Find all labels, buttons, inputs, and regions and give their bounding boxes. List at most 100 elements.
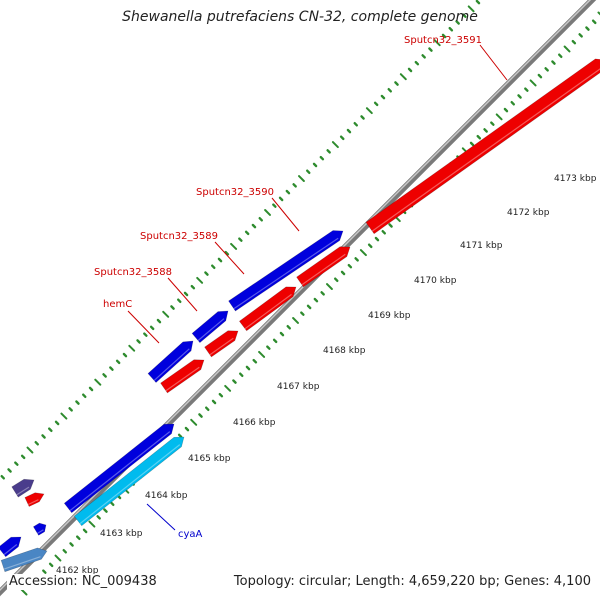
inner-minor-tick	[551, 60, 556, 65]
kbp-label-4165: 4165 kbp	[188, 454, 231, 464]
gene-cyaa-highlight	[79, 444, 181, 525]
outer-major-tick	[399, 73, 407, 81]
kbp-label-4162: 4162 kbp	[56, 566, 99, 576]
outer-minor-tick	[292, 183, 297, 188]
gene-small-purple-highlight	[16, 486, 30, 496]
outer-minor-tick	[238, 237, 243, 242]
outer-major-tick	[298, 175, 305, 182]
gene-label-cyaa[interactable]: cyaA	[178, 529, 203, 540]
inner-minor-tick	[232, 379, 237, 384]
inner-minor-tick	[490, 121, 495, 126]
inner-major-tick	[258, 350, 266, 358]
inner-minor-tick	[354, 257, 359, 262]
gene-sputcn32-3588-reverse-highlight	[209, 337, 234, 356]
inner-minor-tick	[585, 26, 590, 31]
inner-minor-tick	[544, 67, 549, 72]
inner-minor-tick	[340, 270, 346, 276]
kbp-label-4170: 4170 kbp	[414, 276, 457, 286]
map-title: Shewanella putrefaciens CN-32, complete …	[122, 9, 478, 25]
gene-label-sputcn32-3591[interactable]: Sputcn32_3591	[404, 35, 482, 46]
outer-minor-tick	[306, 169, 311, 175]
outer-minor-tick	[81, 393, 87, 398]
kbp-label-4171: 4171 kbp	[460, 241, 503, 251]
inner-minor-tick	[367, 243, 373, 249]
leader-hemc	[127, 310, 160, 344]
inner-minor-tick	[578, 33, 583, 38]
inner-minor-tick	[558, 53, 563, 58]
inner-minor-tick	[204, 406, 210, 411]
outer-minor-tick	[244, 230, 250, 236]
gene-sputcn32-3589-reverse	[238, 286, 297, 332]
kbp-label-4172: 4172 kbp	[507, 208, 550, 218]
outer-minor-tick	[462, 13, 467, 18]
inner-minor-tick	[483, 128, 488, 133]
kbp-label-4169: 4169 kbp	[368, 311, 411, 321]
inner-minor-tick	[503, 107, 509, 113]
gene-sputcn32-3591-highlight	[371, 68, 600, 232]
outer-minor-tick	[48, 427, 53, 432]
outer-minor-tick	[176, 298, 182, 303]
gene-small-blue	[32, 522, 47, 536]
leader-sputcn32-3591	[479, 44, 508, 81]
inner-minor-tick	[109, 501, 115, 506]
inner-minor-tick	[306, 304, 312, 310]
gene-sputcn32-3590	[296, 246, 351, 288]
gene-small-blue-highlight	[37, 529, 44, 534]
gene-steel-edge	[0, 547, 48, 573]
outer-minor-tick	[421, 54, 426, 59]
gene-label-sputcn32-3589[interactable]: Sputcn32_3589	[140, 231, 218, 242]
inner-minor-tick	[537, 73, 543, 79]
genome-summary-text: Topology: circular; Length: 4,659,220 bp…	[231, 574, 593, 590]
outer-minor-tick	[251, 223, 257, 229]
gene-small-red	[24, 492, 45, 507]
inner-major-tick	[20, 588, 28, 596]
gene-small-purple	[11, 478, 35, 498]
outer-minor-tick	[75, 400, 80, 405]
outer-minor-tick	[380, 94, 386, 100]
outer-minor-tick	[210, 264, 216, 269]
inner-minor-tick	[266, 345, 271, 350]
outer-minor-tick	[224, 250, 230, 256]
gene-label-sputcn32-3590[interactable]: Sputcn32_3590	[196, 187, 274, 198]
gene-sputcn32-3589-reverse-highlight	[244, 293, 292, 330]
outer-major-tick	[230, 242, 238, 250]
gene-sputcn32-3589-forward	[228, 230, 344, 312]
outer-minor-tick	[285, 189, 291, 195]
inner-major-tick	[529, 79, 537, 87]
inner-minor-tick	[198, 413, 203, 418]
inner-major-tick	[88, 520, 96, 528]
inner-major-tick	[495, 113, 503, 121]
outer-major-tick	[365, 107, 373, 115]
inner-minor-tick	[469, 141, 475, 147]
leader-cyaa	[146, 503, 176, 531]
outer-minor-tick	[190, 284, 196, 290]
gene-forward-edge-highlight	[3, 544, 18, 556]
inner-minor-tick	[591, 19, 597, 25]
outer-minor-tick	[34, 441, 39, 446]
inner-minor-tick	[300, 311, 305, 316]
inner-minor-tick	[347, 263, 353, 269]
inner-major-tick	[326, 283, 333, 290]
gene-label-hemc[interactable]: hemC	[103, 299, 132, 310]
outer-minor-tick	[204, 271, 209, 276]
gene-sputcn32-3591	[365, 58, 600, 235]
outer-tick-ring	[0, 0, 481, 480]
inner-minor-tick	[272, 338, 278, 344]
gene-label-sputcn32-3588[interactable]: Sputcn32_3588	[94, 267, 172, 278]
inner-minor-tick	[279, 331, 285, 337]
outer-minor-tick	[278, 196, 284, 202]
kbp-label-4163: 4163 kbp	[100, 529, 143, 539]
inner-minor-tick	[103, 508, 108, 513]
outer-major-tick	[264, 209, 271, 216]
outer-minor-tick	[441, 33, 447, 39]
outer-major-tick	[162, 310, 170, 318]
gene-forward-edge	[0, 536, 22, 558]
outer-minor-tick	[41, 434, 46, 439]
outer-major-tick	[331, 141, 339, 149]
kbp-label-4168: 4168 kbp	[323, 346, 366, 356]
inner-minor-tick	[524, 87, 529, 92]
outer-minor-tick	[149, 325, 155, 331]
outer-minor-tick	[88, 386, 94, 392]
inner-major-tick	[190, 418, 198, 426]
outer-minor-tick	[258, 216, 263, 222]
